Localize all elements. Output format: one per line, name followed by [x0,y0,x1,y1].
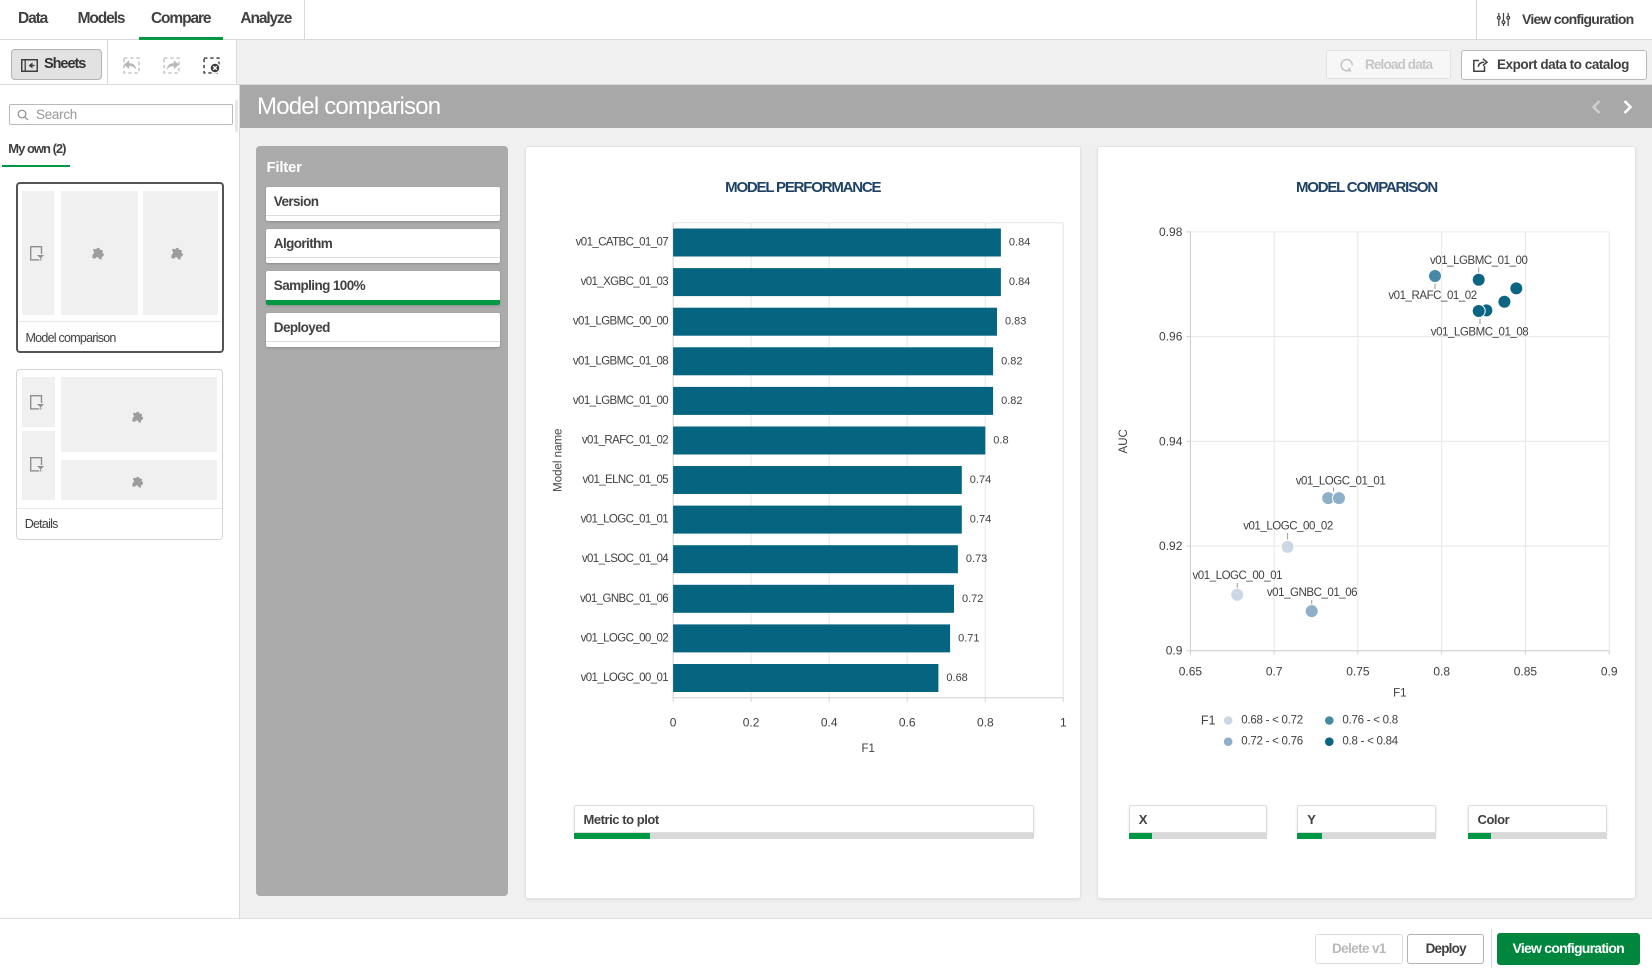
svg-text:F1: F1 [861,743,874,755]
svg-text:0.82: 0.82 [1001,355,1022,367]
svg-text:Model name: Model name [552,429,564,492]
svg-text:v01_LOGC_00_01: v01_LOGC_00_01 [581,672,669,684]
svg-text:v01_LGBMC_01_00: v01_LGBMC_01_00 [573,395,668,407]
svg-text:v01_LGBMC_01_08: v01_LGBMC_01_08 [573,355,668,367]
svg-text:0.65: 0.65 [1179,664,1203,678]
svg-text:v01_XGBC_01_03: v01_XGBC_01_03 [581,276,669,288]
svg-text:0.92: 0.92 [1159,539,1183,553]
svg-text:0.84: 0.84 [1009,276,1030,288]
svg-text:v01_LGBMC_01_00: v01_LGBMC_01_00 [1430,255,1528,267]
svg-text:0.4: 0.4 [821,716,838,730]
svg-text:0.68: 0.68 [946,672,967,684]
svg-text:v01_LOGC_00_02: v01_LOGC_00_02 [1243,520,1333,532]
svg-text:0.73: 0.73 [966,553,987,565]
svg-text:v01_CATBC_01_07: v01_CATBC_01_07 [576,237,669,249]
svg-text:v01_LGBMC_00_00: v01_LGBMC_00_00 [573,316,668,328]
svg-text:v01_GNBC_01_06: v01_GNBC_01_06 [1267,587,1357,599]
svg-text:0.85: 0.85 [1514,664,1538,678]
svg-text:0.8: 0.8 [993,435,1008,447]
svg-text:0.9: 0.9 [1166,644,1183,658]
svg-text:0.6: 0.6 [899,716,916,730]
svg-text:0.68 - < 0.72: 0.68 - < 0.72 [1241,715,1303,727]
svg-text:v01_RAFC_01_02: v01_RAFC_01_02 [1388,290,1476,302]
svg-text:0.72 - < 0.76: 0.72 - < 0.76 [1241,736,1303,748]
svg-text:0: 0 [670,716,677,730]
svg-text:0.2: 0.2 [743,716,760,730]
svg-text:1: 1 [1060,716,1067,730]
svg-text:0.72: 0.72 [962,593,983,605]
svg-text:v01_LOGC_00_01: v01_LOGC_00_01 [1192,570,1282,582]
svg-text:0.94: 0.94 [1159,434,1183,448]
svg-text:0.74: 0.74 [970,514,991,526]
svg-text:0.74: 0.74 [970,474,991,486]
svg-text:0.75: 0.75 [1346,664,1370,678]
svg-text:F1: F1 [1201,714,1216,728]
svg-text:0.8: 0.8 [977,716,994,730]
svg-text:0.8: 0.8 [1433,664,1450,678]
svg-text:0.82: 0.82 [1001,395,1022,407]
svg-text:v01_LOGC_00_02: v01_LOGC_00_02 [581,632,669,644]
svg-text:v01_LOGC_01_01: v01_LOGC_01_01 [581,514,669,526]
svg-text:0.8 - < 0.84: 0.8 - < 0.84 [1342,736,1398,748]
svg-text:0.71: 0.71 [958,632,979,644]
svg-text:v01_LSOC_01_04: v01_LSOC_01_04 [582,553,669,565]
svg-text:0.7: 0.7 [1266,664,1283,678]
svg-text:0.9: 0.9 [1601,664,1618,678]
svg-text:F1: F1 [1393,688,1406,700]
svg-text:0.84: 0.84 [1009,237,1030,249]
svg-text:v01_GNBC_01_06: v01_GNBC_01_06 [580,593,668,605]
svg-text:0.83: 0.83 [1005,316,1026,328]
svg-text:0.76 - < 0.8: 0.76 - < 0.8 [1342,715,1398,727]
svg-text:AUC: AUC [1118,429,1130,453]
svg-text:v01_ELNC_01_05: v01_ELNC_01_05 [583,474,669,486]
svg-text:v01_LGBMC_01_08: v01_LGBMC_01_08 [1431,327,1529,339]
svg-text:v01_RAFC_01_02: v01_RAFC_01_02 [582,435,668,447]
svg-text:v01_LOGC_01_01: v01_LOGC_01_01 [1296,476,1386,488]
svg-text:0.96: 0.96 [1159,330,1183,344]
svg-text:0.98: 0.98 [1159,225,1183,239]
